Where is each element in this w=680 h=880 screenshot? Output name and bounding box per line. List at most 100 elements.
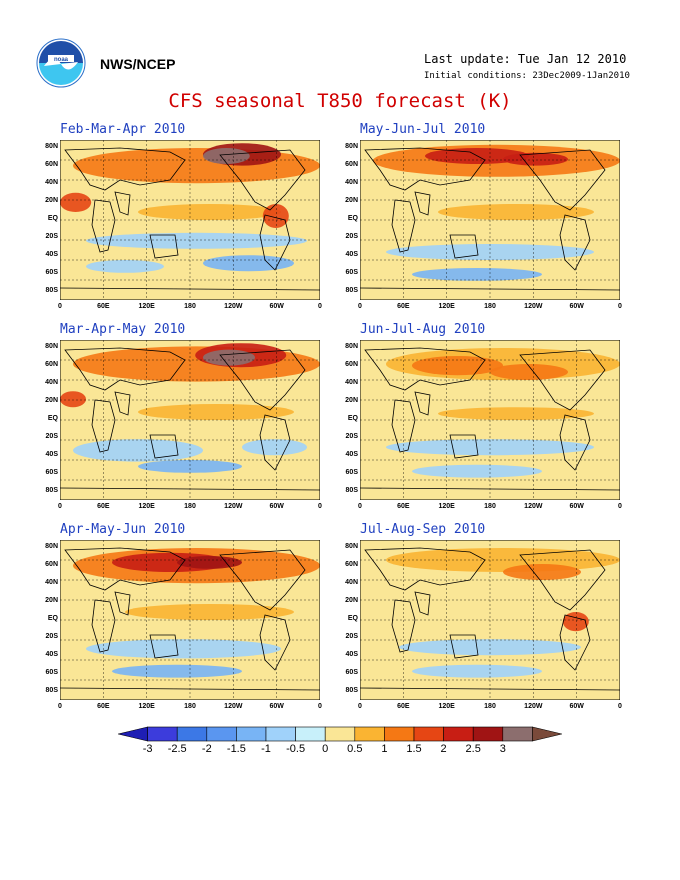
lon-tick-label: 120W bbox=[524, 703, 543, 710]
lon-tick-label: 120E bbox=[138, 303, 155, 310]
colorbar-label: -3 bbox=[142, 743, 153, 755]
org-label: NWS/NCEP bbox=[100, 56, 176, 72]
lon-tick-label: 120W bbox=[524, 303, 543, 310]
colorbar-label: 0.5 bbox=[347, 743, 363, 755]
colorbar-swatch bbox=[236, 726, 267, 742]
lat-tick-label: 60S bbox=[345, 669, 358, 676]
lon-tick-label: 0 bbox=[618, 503, 622, 510]
lon-tick-label: 0 bbox=[58, 303, 62, 310]
lat-tick-label: 40N bbox=[45, 379, 58, 386]
lat-tick-label: EQ bbox=[47, 615, 58, 622]
lat-tick-label: 20S bbox=[345, 433, 358, 440]
lon-tick-label: 0 bbox=[618, 303, 622, 310]
lon-tick-label: 60E bbox=[397, 503, 410, 510]
lat-tick-label: 60N bbox=[45, 361, 58, 368]
lat-tick-label: 20S bbox=[45, 433, 58, 440]
forecast-map bbox=[360, 340, 620, 500]
forecast-map bbox=[60, 140, 320, 300]
lat-tick-label: EQ bbox=[347, 215, 358, 222]
forecast-map bbox=[360, 140, 620, 300]
lat-tick-label: 80N bbox=[345, 543, 358, 550]
lon-tick-label: 0 bbox=[318, 303, 322, 310]
lat-tick-label: 20N bbox=[345, 197, 358, 204]
lon-tick-label: 120E bbox=[438, 703, 455, 710]
lat-tick-label: 80S bbox=[45, 687, 58, 694]
colorbar-swatch bbox=[176, 726, 208, 742]
lon-tick-label: 0 bbox=[358, 503, 362, 510]
colorbar-label: 1.5 bbox=[406, 743, 422, 755]
svg-text:noaa: noaa bbox=[54, 57, 69, 63]
panel-title: Mar-Apr-May 2010 bbox=[60, 322, 186, 337]
lat-tick-label: 20N bbox=[345, 397, 358, 404]
lat-tick-label: 60S bbox=[345, 269, 358, 276]
lon-tick-label: 180 bbox=[184, 303, 196, 310]
colorbar-label: 2 bbox=[440, 743, 447, 755]
colorbar-label: 1 bbox=[381, 743, 388, 755]
lat-tick-label: 40N bbox=[45, 179, 58, 186]
lon-tick-label: 60W bbox=[569, 303, 584, 310]
colorbar-swatch bbox=[118, 726, 148, 742]
lon-tick-label: 60E bbox=[97, 303, 110, 310]
lat-tick-label: 80S bbox=[345, 687, 358, 694]
lat-tick-label: 40S bbox=[345, 251, 358, 258]
page-title: CFS seasonal T850 forecast (K) bbox=[168, 90, 512, 112]
lon-tick-label: 120E bbox=[438, 503, 455, 510]
colorbar-swatch bbox=[324, 726, 356, 742]
lon-tick-label: 180 bbox=[484, 503, 496, 510]
lat-tick-label: EQ bbox=[47, 415, 58, 422]
lon-tick-label: 120E bbox=[138, 703, 155, 710]
lon-tick-label: 60W bbox=[569, 503, 584, 510]
colorbar bbox=[118, 726, 562, 742]
lat-tick-label: 80N bbox=[45, 143, 58, 150]
lat-tick-label: 40S bbox=[345, 651, 358, 658]
lon-tick-label: 60W bbox=[269, 503, 284, 510]
panel-title: Apr-May-Jun 2010 bbox=[60, 522, 186, 537]
lon-tick-label: 0 bbox=[318, 503, 322, 510]
panel-title: Jul-Aug-Sep 2010 bbox=[360, 522, 486, 537]
lon-tick-label: 120W bbox=[224, 703, 243, 710]
colorbar-label: -0.5 bbox=[286, 743, 306, 755]
lat-tick-label: 20S bbox=[345, 633, 358, 640]
lat-tick-label: 40S bbox=[45, 651, 58, 658]
lon-tick-label: 120W bbox=[224, 303, 243, 310]
colorbar-swatch bbox=[206, 726, 237, 742]
lat-tick-label: 20S bbox=[45, 633, 58, 640]
lon-tick-label: 180 bbox=[184, 703, 196, 710]
lat-tick-label: 80S bbox=[345, 287, 358, 294]
lat-tick-label: 40N bbox=[345, 379, 358, 386]
lat-tick-label: 80N bbox=[45, 543, 58, 550]
lon-tick-label: 60E bbox=[97, 503, 110, 510]
colorbar-swatch bbox=[413, 726, 444, 742]
lon-tick-label: 60W bbox=[269, 703, 284, 710]
lon-tick-label: 120W bbox=[524, 503, 543, 510]
lat-tick-label: 60N bbox=[45, 161, 58, 168]
lat-tick-label: EQ bbox=[347, 415, 358, 422]
colorbar-label: 3 bbox=[499, 743, 506, 755]
lat-tick-label: 40S bbox=[45, 251, 58, 258]
lat-tick-label: 60N bbox=[345, 561, 358, 568]
lat-tick-label: 40S bbox=[345, 451, 358, 458]
lon-tick-label: 0 bbox=[318, 703, 322, 710]
panel-title: May-Jun-Jul 2010 bbox=[360, 122, 486, 137]
lat-tick-label: 80N bbox=[45, 343, 58, 350]
lat-tick-label: 60N bbox=[345, 161, 358, 168]
colorbar-label: 0 bbox=[322, 743, 329, 755]
lat-tick-label: 40N bbox=[345, 579, 358, 586]
lat-tick-label: 80S bbox=[345, 487, 358, 494]
lon-tick-label: 60E bbox=[97, 703, 110, 710]
lat-tick-label: 60S bbox=[345, 469, 358, 476]
lon-tick-label: 0 bbox=[358, 303, 362, 310]
lon-tick-label: 60W bbox=[569, 703, 584, 710]
colorbar-label: -1.5 bbox=[226, 743, 246, 755]
lat-tick-label: EQ bbox=[47, 215, 58, 222]
lon-tick-label: 180 bbox=[484, 703, 496, 710]
lat-tick-label: 60S bbox=[45, 469, 58, 476]
lon-tick-label: 0 bbox=[358, 703, 362, 710]
lon-tick-label: 120E bbox=[138, 503, 155, 510]
colorbar-swatch bbox=[354, 726, 385, 742]
lat-tick-label: 40N bbox=[345, 179, 358, 186]
lon-tick-label: 180 bbox=[484, 303, 496, 310]
lat-tick-label: 20N bbox=[45, 397, 58, 404]
panel-title: Feb-Mar-Apr 2010 bbox=[60, 122, 186, 137]
lat-tick-label: 60S bbox=[45, 669, 58, 676]
